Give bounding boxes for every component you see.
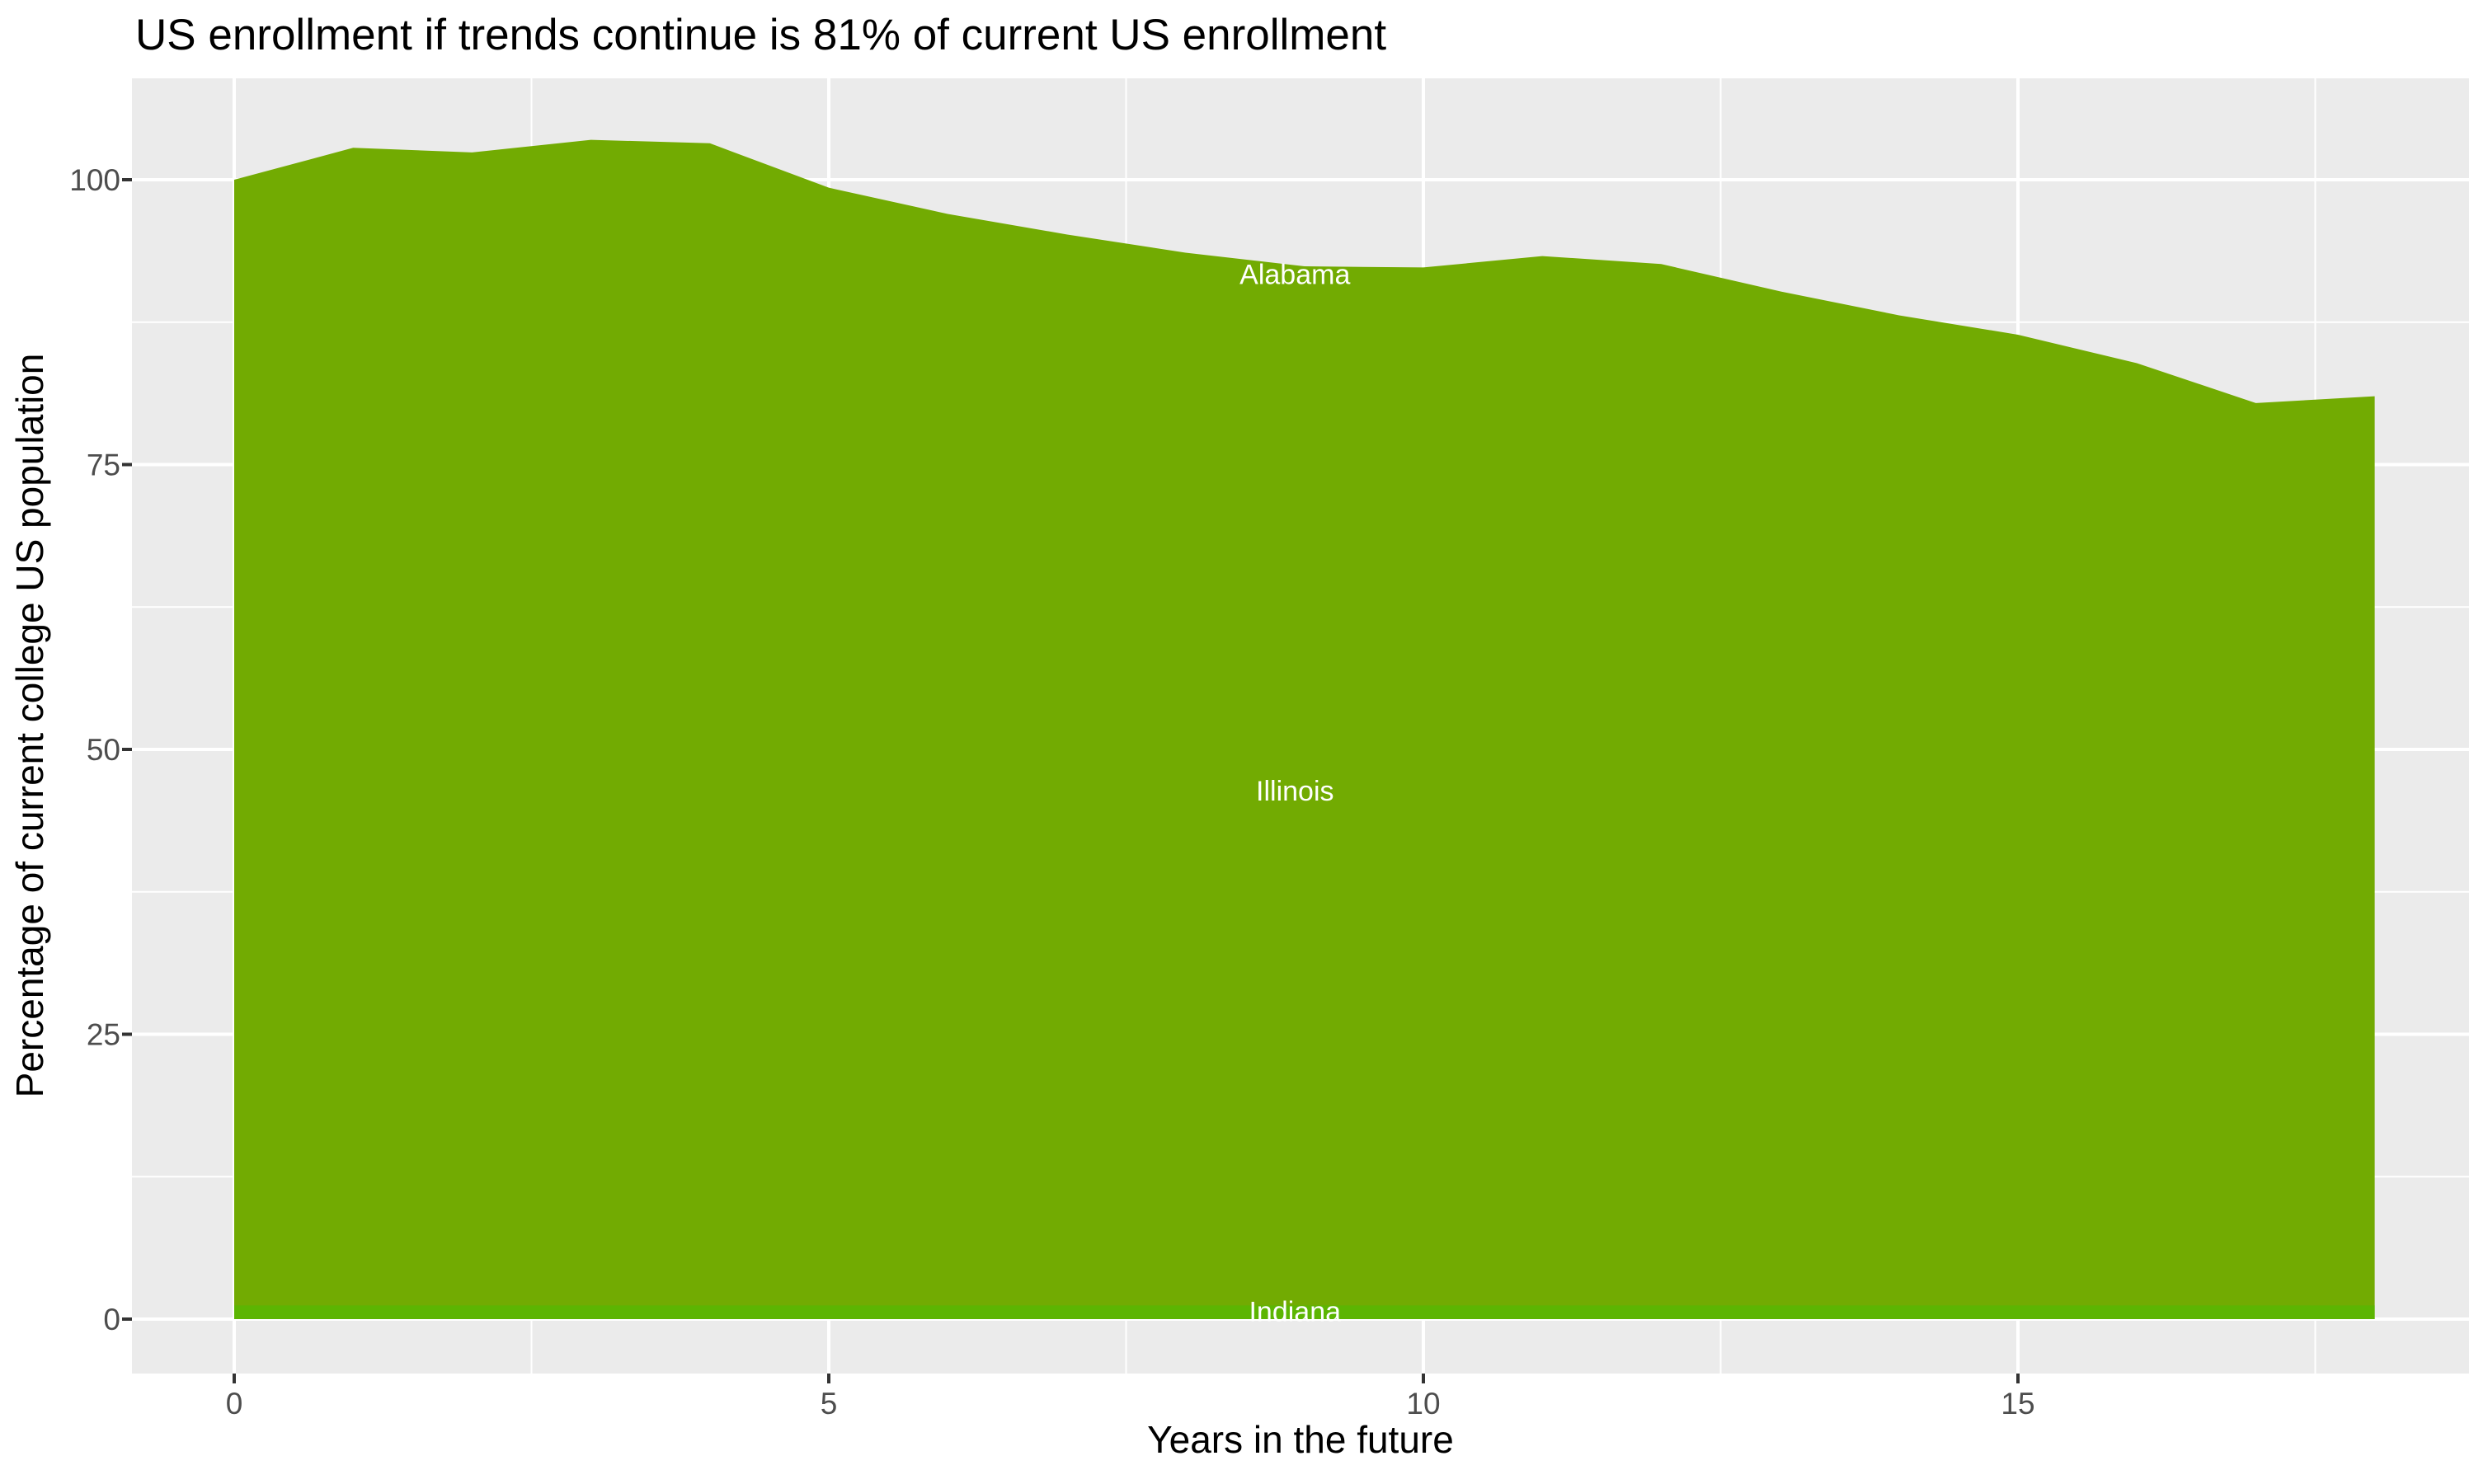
- y-axis-title: Percentage of current college US populat…: [8, 354, 51, 1098]
- x-tick-label: 5: [821, 1387, 838, 1421]
- state-label-illinois: Illinois: [1256, 776, 1333, 807]
- area-total: [234, 139, 2375, 1319]
- y-tick-label: 50: [87, 733, 120, 767]
- x-axis-title: Years in the future: [1147, 1418, 1454, 1461]
- area-indiana-strip: [234, 1305, 2375, 1319]
- y-tick-label: 75: [87, 448, 120, 482]
- chart-title: US enrollment if trends continue is 81% …: [135, 11, 1386, 59]
- y-tick-label: 25: [87, 1018, 120, 1052]
- x-tick-label: 10: [1406, 1387, 1440, 1421]
- x-tick-label: 15: [2001, 1387, 2034, 1421]
- y-tick-label: 100: [69, 163, 120, 197]
- state-labels: Alabama Illinois Indiana: [1239, 260, 1350, 1328]
- x-tick-label: 0: [226, 1387, 243, 1421]
- state-label-indiana: Indiana: [1249, 1296, 1341, 1327]
- axis-ticks: 0 5 10 15 0 25 50 75 100: [69, 163, 2034, 1421]
- y-tick-label: 0: [103, 1303, 120, 1336]
- state-label-alabama: Alabama: [1239, 260, 1350, 291]
- stacked-area: [234, 139, 2375, 1319]
